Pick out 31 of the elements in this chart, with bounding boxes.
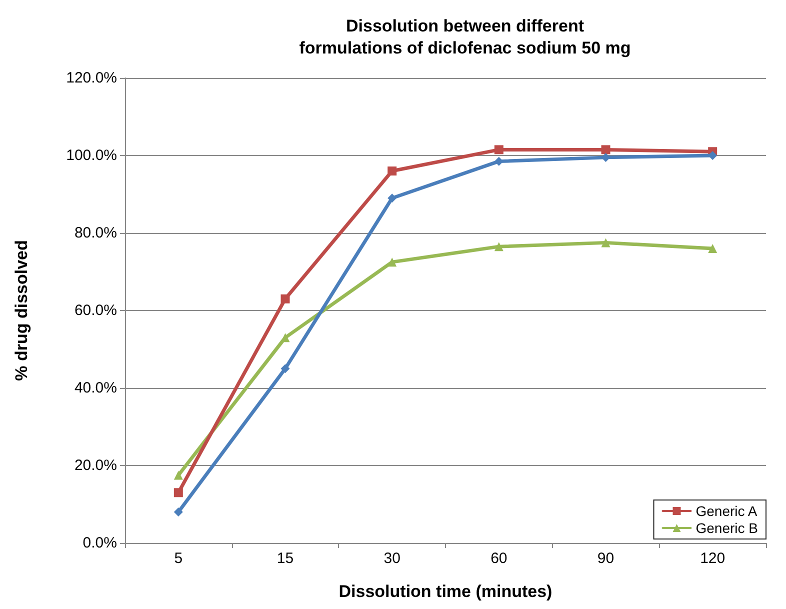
- x-tick-label: 30: [384, 550, 400, 567]
- y-tick-label: 60.0%: [74, 302, 117, 319]
- legend-label: Generic B: [696, 520, 758, 536]
- point: [280, 364, 290, 374]
- point: [388, 166, 397, 176]
- x-tick-label: 90: [597, 550, 614, 567]
- y-tick-label: 20.0%: [74, 457, 117, 474]
- x-tick-label: 15: [276, 550, 294, 567]
- y-tick-label: 120.0%: [66, 70, 117, 86]
- point: [388, 194, 397, 203]
- x-tick-label: 5: [174, 550, 183, 567]
- y-tick-label: 100.0%: [66, 147, 117, 164]
- point: [601, 238, 610, 248]
- point: [601, 145, 610, 154]
- point: [174, 470, 183, 480]
- point: [494, 242, 504, 252]
- x-tick-label: 120: [700, 550, 726, 567]
- chart-title: Dissolution between different formulations of diclofenac sodium 50 mg: [299, 16, 631, 58]
- x-tick-label: 60: [490, 550, 508, 567]
- point: [280, 294, 290, 304]
- y-tick-label: 40.0%: [74, 380, 117, 396]
- point: [174, 508, 183, 516]
- point: [708, 244, 718, 253]
- y-axis-title: % drug dissolved: [12, 240, 31, 381]
- point: [388, 258, 397, 267]
- y-tick-label: 80.0%: [74, 224, 117, 242]
- legend-label: Generic A: [696, 503, 758, 519]
- point: [494, 145, 504, 154]
- y-tick-label: 0.0%: [82, 534, 117, 552]
- x-axis-title: Dissolution time (minutes): [338, 582, 552, 601]
- point: [174, 488, 183, 498]
